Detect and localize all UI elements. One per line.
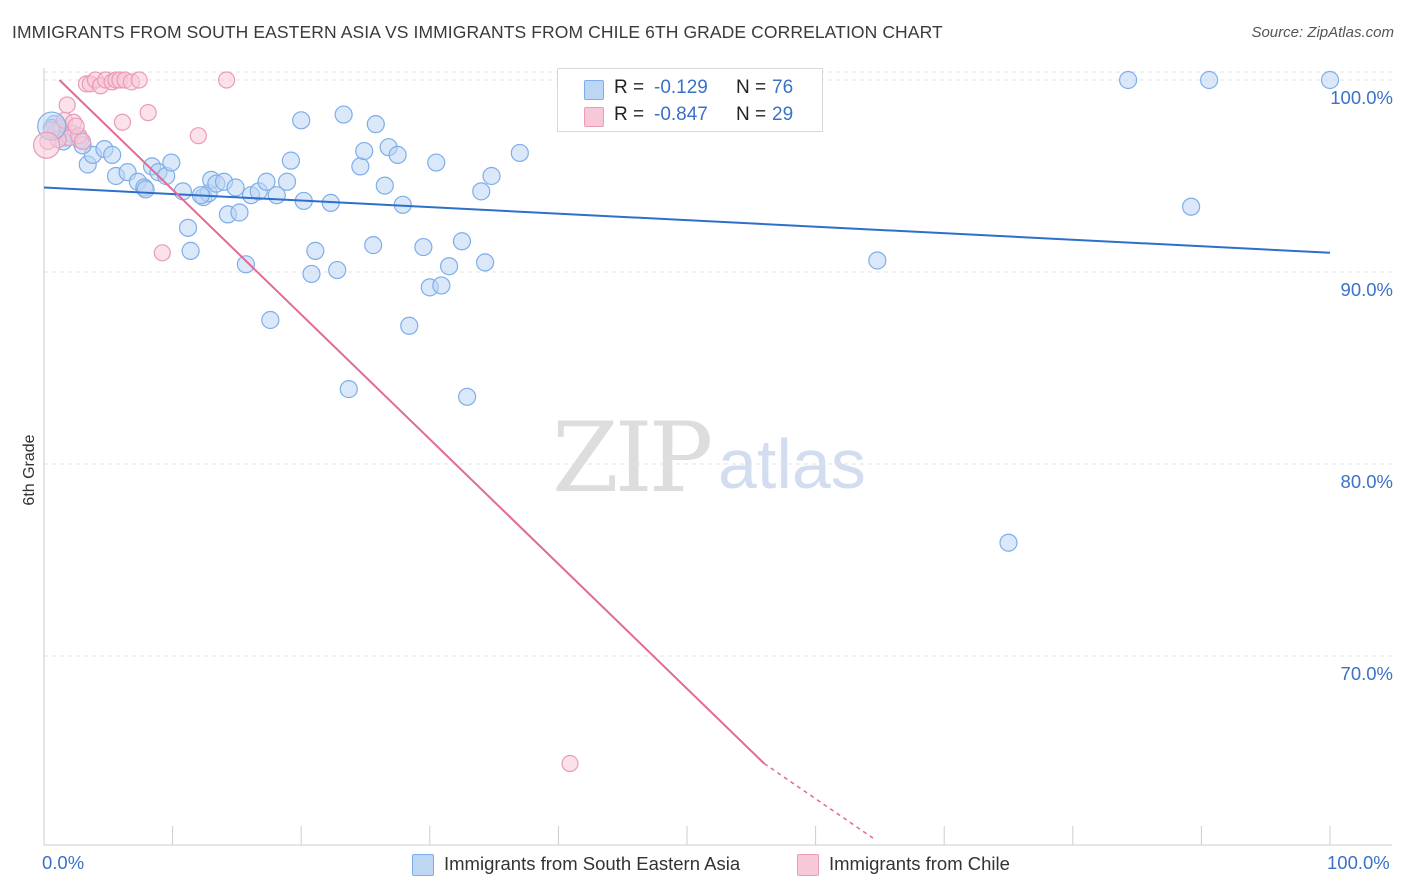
data-point [178, 218, 198, 237]
y-tick-label: 90.0% [1340, 279, 1393, 300]
series-0-points [42, 70, 1340, 552]
grid-layer [44, 71, 1392, 657]
legend-r-label-chile: R = [614, 104, 645, 125]
data-point [400, 316, 419, 335]
legend-n-value-sea: 76 [772, 77, 794, 98]
data-point [1182, 197, 1201, 216]
data-point [236, 255, 256, 274]
data-point [366, 115, 385, 134]
data-point [306, 241, 325, 260]
data-point [457, 387, 477, 406]
data-point [1200, 70, 1219, 90]
data-point [261, 310, 280, 330]
data-point [277, 172, 297, 191]
data-point [1320, 70, 1340, 90]
data-point [73, 132, 92, 151]
legend-n-value-chile: 29 [772, 104, 794, 125]
data-point [230, 203, 249, 222]
data-point [452, 232, 472, 251]
data-point [103, 145, 122, 164]
legend-n-label-sea: N = [736, 77, 767, 98]
watermark-zip: ZIP [552, 402, 713, 514]
data-point [561, 754, 579, 773]
source-label: Source: ZipAtlas.com [1251, 24, 1394, 41]
data-point [153, 244, 171, 262]
y-tick-label: 100.0% [1330, 87, 1393, 108]
data-point [482, 166, 501, 186]
data-point [432, 276, 451, 295]
data-point [472, 182, 491, 201]
axis-layer [43, 68, 1392, 846]
points-layer [32, 70, 1340, 773]
y-tick-label: 70.0% [1340, 663, 1393, 684]
data-point [218, 71, 236, 89]
y-tick-label: 80.0% [1340, 471, 1393, 492]
trend-line-0 [43, 186, 1331, 254]
data-point [475, 253, 495, 272]
data-point [58, 96, 76, 114]
x-tick-label-max: 100.0% [1327, 852, 1390, 873]
series-legend-label-sea: Immigrants from South Eastern Asia [444, 853, 741, 874]
stats-legend-row-sea: R = -0.129 N = 76 [558, 73, 822, 101]
legend-r-label-sea: R = [614, 77, 645, 98]
data-point [181, 241, 200, 260]
series-legend: Immigrants from South Eastern Asia Immig… [0, 852, 1406, 878]
data-point [139, 104, 157, 122]
data-point [388, 145, 407, 164]
x-tick-label-min: 0.0% [42, 852, 85, 873]
data-point [162, 153, 181, 172]
data-point [113, 113, 132, 131]
data-point [32, 131, 61, 159]
data-point [351, 157, 370, 176]
trend-line-1 [58, 79, 765, 765]
stats-legend: R = -0.129 N = 76 R = -0.847 N = 29 [557, 68, 823, 132]
legend-n-label-chile: N = [736, 104, 767, 125]
data-point [328, 260, 347, 280]
data-point [334, 105, 353, 124]
data-point [427, 153, 446, 172]
data-point [1118, 70, 1138, 90]
data-point [375, 176, 394, 195]
legend-r-value-chile: -0.847 [654, 104, 708, 125]
trend-line-extension-1 [763, 762, 874, 840]
data-point [136, 180, 155, 199]
data-point [257, 172, 276, 191]
data-point [868, 251, 887, 270]
data-point [302, 264, 321, 284]
data-point [414, 237, 433, 257]
series-legend-label-chile: Immigrants from Chile [829, 853, 1010, 874]
data-point [226, 178, 245, 197]
data-point [510, 143, 529, 163]
series-legend-swatch-chile [797, 854, 819, 876]
data-point [130, 71, 148, 89]
data-point [67, 117, 85, 135]
data-point [292, 111, 311, 130]
series-legend-swatch-sea [412, 854, 434, 876]
data-point [355, 141, 374, 161]
data-point [281, 151, 301, 170]
data-point [999, 533, 1018, 552]
data-point [173, 182, 192, 201]
stats-legend-row-chile: R = -0.847 N = 29 [558, 100, 822, 128]
data-point [339, 380, 358, 399]
data-point [189, 127, 207, 145]
legend-swatch-chile [584, 107, 604, 127]
chart-title: IMMIGRANTS FROM SOUTH EASTERN ASIA VS IM… [12, 22, 943, 42]
legend-r-value-sea: -0.129 [654, 77, 708, 98]
data-point [364, 236, 383, 255]
legend-swatch-sea [584, 80, 604, 100]
trend-layer [43, 79, 1331, 840]
data-point [439, 257, 459, 276]
